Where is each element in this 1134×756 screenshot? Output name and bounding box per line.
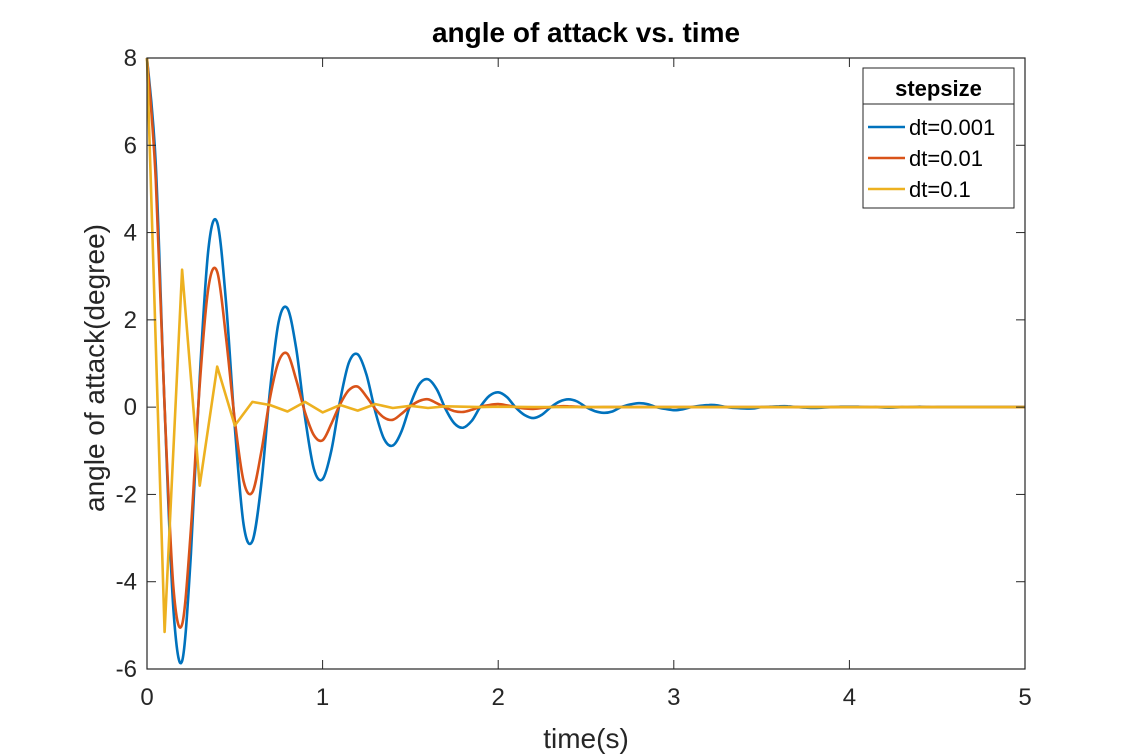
x-tick-label: 2: [492, 684, 505, 711]
y-tick-label: -4: [116, 569, 137, 596]
x-axis-label: time(s): [543, 723, 629, 754]
x-tick-label: 4: [843, 684, 856, 711]
legend: stepsize dt=0.001 dt=0.01 dt=0.1: [862, 67, 1015, 209]
x-tick-label: 0: [140, 684, 153, 711]
y-tick-label: 8: [124, 45, 137, 72]
series-layer: [145, 57, 1025, 665]
y-tick-label: 0: [124, 394, 137, 421]
legend-items: dt=0.001 dt=0.01 dt=0.1: [868, 115, 995, 202]
axes-box: [146, 57, 1026, 670]
legend-box: [862, 67, 1015, 209]
x-tick-label: 1: [316, 684, 329, 711]
x-tick-label: 5: [1018, 684, 1031, 711]
y-tick-label: 2: [124, 307, 137, 334]
legend-label-3: dt=0.1: [909, 177, 971, 202]
x-tick-label: 3: [667, 684, 680, 711]
legend-label-1: dt=0.001: [909, 115, 995, 140]
y-axis-label: angle of attack(degree): [79, 224, 110, 512]
y-tick-label: 4: [124, 220, 137, 247]
legend-label-2: dt=0.01: [909, 146, 983, 171]
y-tick-label: -2: [116, 481, 137, 508]
y-axis-ticks: -6 -4 -2 0 2 4 6 8: [116, 45, 1025, 683]
y-tick-label: -6: [116, 656, 137, 683]
series-line-3: [145, 57, 1025, 634]
chart-title: angle of attack vs. time: [432, 17, 740, 48]
legend-title: stepsize: [895, 76, 982, 101]
x-axis-ticks: 0 1 2 3 4 5: [140, 58, 1032, 711]
y-tick-label: 6: [124, 132, 137, 159]
